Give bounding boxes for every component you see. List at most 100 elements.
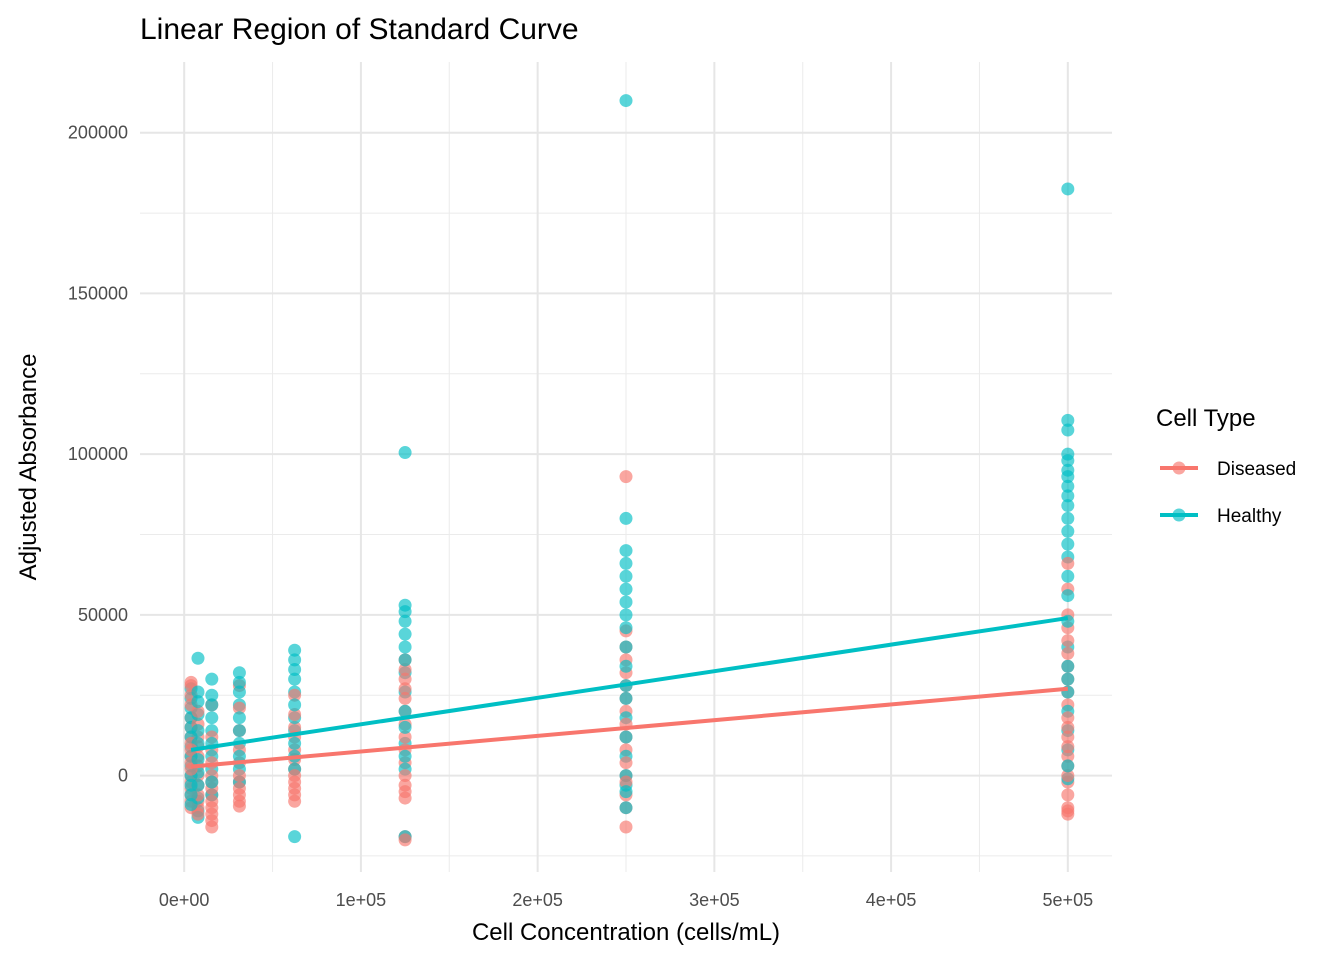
data-point-healthy — [398, 749, 412, 763]
x-axis-ticks: 0e+00 1e+05 2e+05 3e+05 4e+05 5e+05 — [159, 890, 1093, 910]
data-point-healthy — [1061, 479, 1075, 493]
data-point-diseased — [398, 769, 412, 783]
data-point-healthy — [288, 698, 302, 712]
legend-key-point — [1172, 461, 1186, 475]
data-point-diseased — [1061, 788, 1075, 802]
data-point-healthy — [191, 753, 205, 766]
data-point-healthy — [1061, 489, 1075, 503]
data-point-healthy — [288, 643, 302, 657]
data-point-healthy — [398, 605, 412, 619]
data-point-healthy — [619, 621, 633, 635]
data-point-diseased — [398, 778, 412, 792]
x-tick-label: 4e+05 — [866, 890, 917, 910]
y-tick-label: 150000 — [68, 283, 128, 303]
data-point-diseased — [398, 682, 412, 696]
y-tick-label: 0 — [118, 766, 128, 786]
data-point-healthy — [1061, 499, 1075, 513]
data-point-healthy — [619, 640, 633, 654]
x-tick-label: 2e+05 — [512, 890, 563, 910]
data-point-healthy — [232, 685, 246, 699]
legend-items: Diseased Healthy — [1160, 459, 1296, 527]
data-point-healthy — [398, 627, 412, 641]
data-point-healthy — [619, 595, 633, 609]
data-point-diseased — [1061, 646, 1075, 660]
data-point-diseased — [232, 769, 246, 783]
data-point-healthy — [398, 704, 412, 718]
data-point-healthy — [619, 608, 633, 622]
data-point-healthy — [184, 798, 198, 811]
x-tick-label: 5e+05 — [1043, 890, 1094, 910]
data-point-healthy — [1061, 182, 1075, 196]
data-point-healthy — [1061, 537, 1075, 551]
y-tick-label: 200000 — [68, 123, 128, 143]
data-point-healthy — [232, 724, 246, 738]
data-point-healthy — [205, 711, 219, 725]
data-point-healthy — [619, 730, 633, 744]
data-point-diseased — [1061, 740, 1075, 754]
y-tick-label: 100000 — [68, 444, 128, 464]
data-point-diseased — [288, 708, 302, 721]
data-point-diseased — [398, 791, 412, 805]
data-point-diseased — [1061, 711, 1075, 725]
data-point-diseased — [288, 794, 302, 808]
data-point-healthy — [619, 556, 633, 570]
y-axis-ticks: 0 50000 100000 150000 200000 — [68, 123, 128, 786]
x-axis-title: Cell Concentration (cells/mL) — [472, 919, 780, 946]
data-point-healthy — [205, 688, 219, 702]
data-point-diseased — [619, 820, 633, 834]
data-point-healthy — [619, 569, 633, 583]
data-point-healthy — [191, 778, 205, 792]
data-point-diseased — [398, 730, 412, 744]
data-point-diseased — [1061, 807, 1075, 821]
data-point-diseased — [1061, 720, 1075, 734]
data-point-healthy — [191, 695, 205, 709]
data-point-diseased — [232, 794, 246, 808]
data-point-healthy — [398, 720, 412, 734]
data-point-healthy — [288, 736, 302, 750]
data-point-healthy — [191, 685, 205, 699]
data-point-diseased — [232, 701, 246, 715]
y-tick-label: 50000 — [78, 605, 128, 625]
data-point-healthy — [398, 614, 412, 628]
data-point-diseased — [205, 801, 219, 815]
data-point-healthy — [619, 785, 633, 799]
y-axis-title: Adjusted Absorbance — [15, 354, 42, 581]
data-point-diseased — [619, 775, 633, 789]
data-point-diseased — [398, 672, 412, 686]
data-point-healthy — [398, 653, 412, 667]
data-point-diseased — [288, 688, 302, 702]
legend-title: Cell Type — [1156, 405, 1256, 432]
data-point-healthy — [205, 698, 219, 712]
data-point-healthy — [1061, 511, 1075, 525]
data-point-healthy — [232, 749, 246, 763]
data-point-healthy — [1061, 423, 1075, 437]
legend-key-point — [1172, 508, 1186, 522]
data-point-healthy — [619, 544, 633, 558]
data-point-healthy — [205, 775, 219, 789]
data-point-healthy — [1061, 413, 1075, 427]
legend-label: Healthy — [1217, 506, 1282, 527]
data-point-diseased — [232, 781, 246, 795]
data-point-healthy — [1061, 659, 1075, 673]
data-point-healthy — [1061, 470, 1075, 484]
x-tick-label: 1e+05 — [336, 890, 387, 910]
data-point-healthy — [398, 640, 412, 654]
data-point-diseased — [288, 775, 302, 789]
data-point-healthy — [398, 446, 412, 460]
data-point-diseased — [398, 833, 412, 847]
fit-line-diseased — [190, 686, 1068, 769]
legend: Cell Type Diseased Healthy — [1156, 405, 1296, 527]
x-tick-label: 0e+00 — [159, 890, 210, 910]
data-point-diseased — [184, 675, 198, 689]
fit-lines — [190, 616, 1069, 769]
x-tick-label: 3e+05 — [689, 890, 740, 910]
data-point-diseased — [398, 663, 412, 676]
data-point-healthy — [1061, 672, 1075, 686]
data-point-diseased — [1061, 769, 1075, 783]
data-point-diseased — [205, 820, 219, 834]
data-point-diseased — [619, 470, 633, 484]
data-point-healthy — [288, 663, 302, 676]
fit-line-healthy — [190, 616, 1069, 752]
data-point-healthy — [1061, 589, 1075, 603]
